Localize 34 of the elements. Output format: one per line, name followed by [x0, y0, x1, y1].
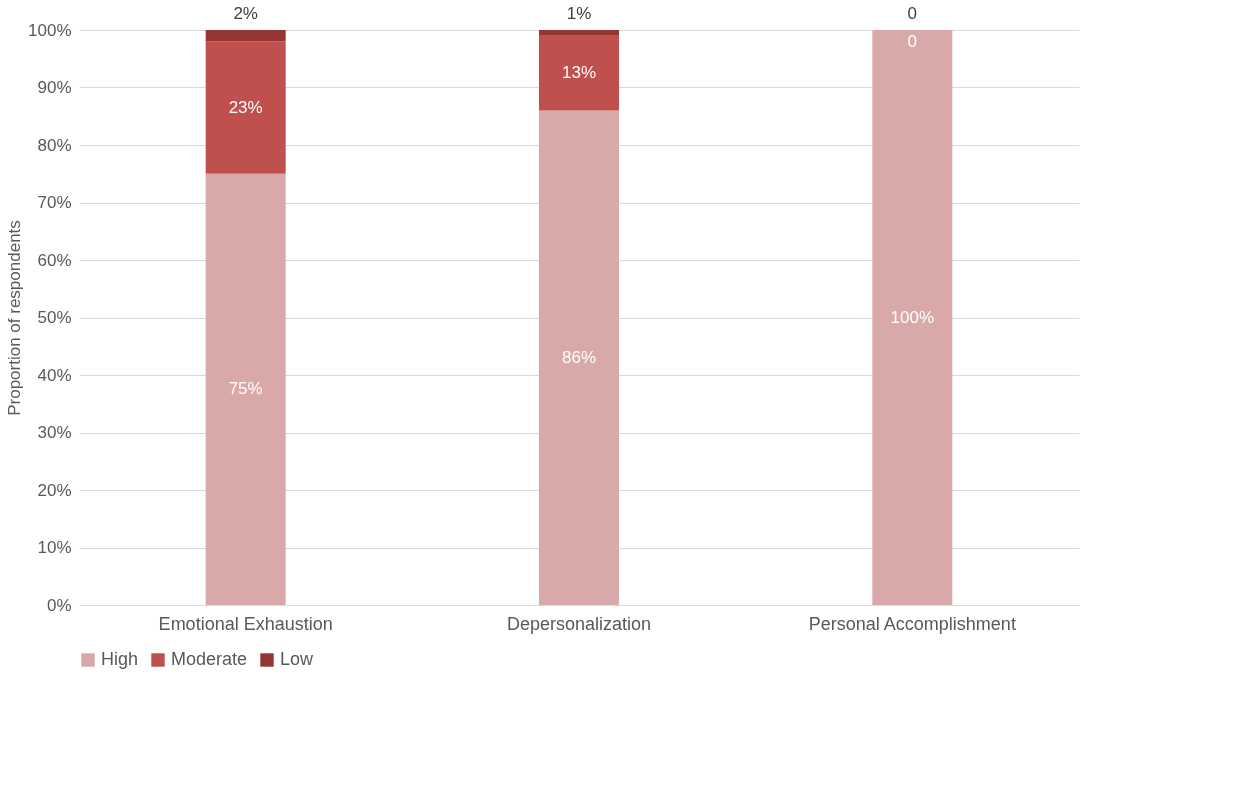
bar — [872, 30, 953, 605]
bar — [539, 35, 619, 111]
x-tick-label: Depersonalization — [506, 613, 652, 634]
data-label: 75% — [228, 379, 263, 399]
y-tick-label: 80% — [37, 135, 72, 155]
bar — [539, 30, 619, 36]
y-tick-label: 0% — [46, 595, 72, 615]
data-label: 2% — [233, 4, 258, 23]
y-tick-label: 100% — [28, 20, 72, 40]
data-label: 23% — [228, 97, 263, 117]
data-label: 0 — [907, 4, 918, 23]
x-tick-label: Emotional Exhaustion — [158, 613, 333, 634]
y-tick-label: 20% — [37, 480, 72, 500]
data-label: 100% — [890, 307, 935, 327]
bar — [539, 110, 619, 605]
data-label: 0 — [907, 32, 918, 51]
data-label: 1% — [566, 4, 592, 23]
bar — [205, 30, 286, 42]
y-tick-label: 40% — [37, 365, 72, 385]
y-tick-label: 70% — [37, 193, 72, 212]
y-tick-label: 90% — [37, 78, 72, 97]
legend-label: Low — [280, 649, 315, 669]
bar — [205, 173, 286, 605]
y-tick-label: 50% — [37, 308, 72, 327]
data-label: 86% — [561, 347, 597, 367]
y-tick-label: 60% — [37, 250, 72, 270]
data-label: 13% — [561, 63, 597, 83]
legend-label: High — [101, 649, 139, 669]
x-tick-label: Personal Accomplishment — [808, 613, 1016, 634]
bar — [205, 41, 286, 174]
y-tick-label: 30% — [37, 423, 72, 442]
y-tick-label: 10% — [37, 538, 72, 557]
y-axis-title: Proportion of respondents — [5, 220, 25, 416]
legend-label: Moderate — [171, 649, 248, 669]
